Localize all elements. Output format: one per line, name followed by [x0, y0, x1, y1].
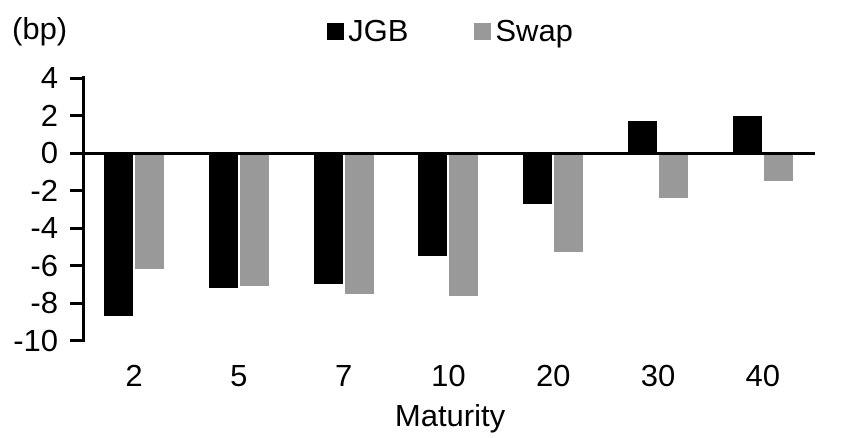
y-tick	[70, 264, 82, 267]
legend-swatch-jgb	[327, 22, 345, 40]
y-tick-label: 0	[40, 135, 58, 170]
zero-baseline	[85, 151, 815, 155]
bar-jgb-2	[104, 153, 133, 317]
bar-swap-2	[135, 153, 164, 270]
y-tick-label: -4	[30, 210, 58, 245]
x-tick-label: 40	[745, 358, 781, 393]
x-tick-label: 10	[431, 358, 466, 393]
y-tick	[70, 76, 82, 80]
y-tick	[70, 151, 82, 155]
y-tick-label: -2	[30, 172, 58, 208]
legend-swatch-swap	[474, 22, 492, 40]
legend-item-swap: Swap	[474, 14, 573, 48]
bar-swap-10	[449, 153, 479, 296]
y-tick-label: -6	[30, 247, 58, 283]
bar-swap-40	[763, 153, 793, 182]
x-tick-label: 30	[640, 358, 676, 393]
x-tick-label: 2	[125, 358, 143, 393]
y-tick-label: -10	[13, 322, 58, 358]
y-tick	[70, 189, 82, 192]
bar-swap-30	[659, 153, 688, 198]
legend-item-jgb: JGB	[327, 14, 408, 48]
x-tick-label: 7	[334, 358, 353, 393]
x-tick-label: 20	[535, 358, 571, 393]
bar-swap-7	[344, 153, 374, 294]
bar-jgb-20	[523, 153, 553, 204]
legend-label: Swap	[495, 13, 573, 48]
x-tick-label: 5	[230, 358, 248, 393]
bar-jgb-5	[208, 153, 238, 288]
y-tick-label: 2	[40, 97, 58, 133]
y-tick	[70, 339, 82, 342]
legend: JGB Swap	[85, 14, 815, 48]
legend-label: JGB	[348, 13, 409, 48]
y-tick	[70, 114, 82, 117]
y-axis-unit-label: (bp)	[12, 11, 68, 46]
y-tick-label: 4	[40, 60, 58, 95]
bar-jgb-40	[732, 115, 762, 153]
bar-swap-20	[554, 153, 584, 253]
bar-jgb-7	[313, 153, 343, 285]
y-tick	[70, 226, 82, 230]
bar-swap-5	[239, 153, 269, 287]
bar-jgb-10	[418, 153, 448, 257]
bar-jgb-30	[628, 121, 657, 153]
x-axis-title: Maturity	[394, 398, 506, 433]
y-tick-label: -8	[30, 285, 58, 320]
y-axis-line	[82, 76, 85, 342]
y-tick	[70, 301, 82, 305]
